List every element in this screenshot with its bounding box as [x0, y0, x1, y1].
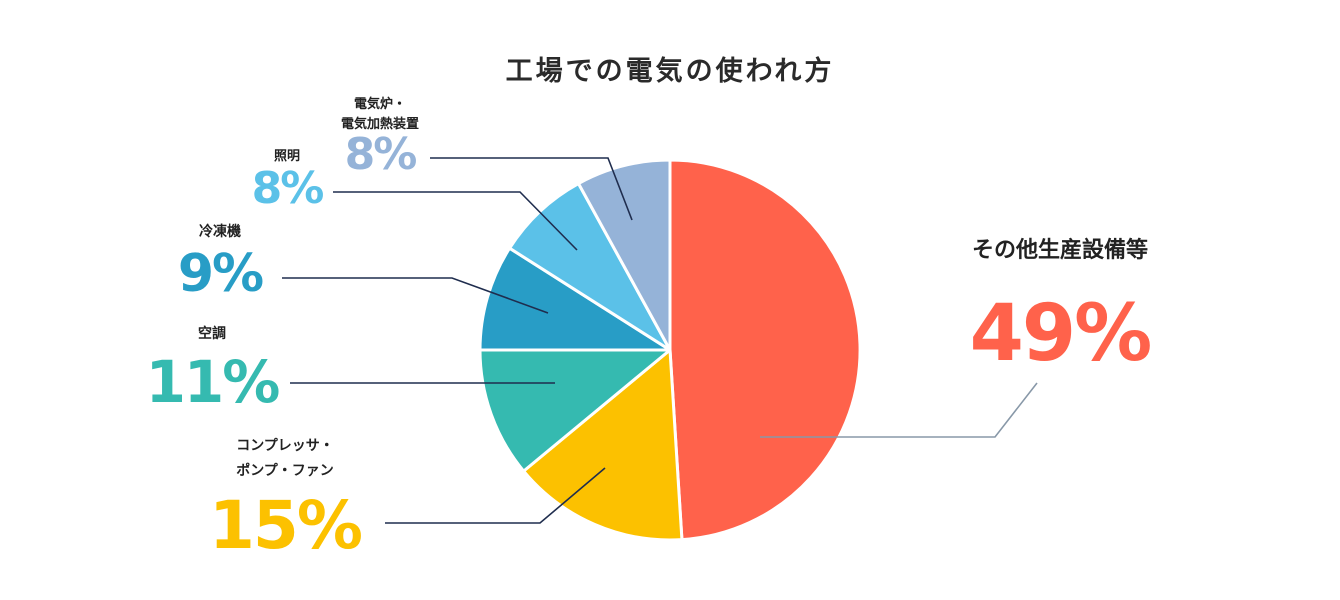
- pie-slice-0: [668, 158, 862, 542]
- slice-label-4: 照明: [274, 149, 300, 164]
- pie-slice-3: [478, 246, 672, 352]
- slice-value-5: 8%: [345, 129, 417, 180]
- slice-value-1: 15%: [209, 487, 362, 564]
- leader-line-5: [430, 157, 633, 221]
- leader-line-1: [385, 467, 606, 524]
- slice-labels: その他生産設備等 49% コンプレッサ・ポンプ・ファン 15% 空調 11% 冷凍機 9% 照明…: [146, 96, 1153, 564]
- slice-label-5: 電気炉・電気加熱装置: [341, 96, 419, 132]
- slice-label-1: コンプレッサ・ポンプ・ファン: [236, 438, 334, 479]
- pie-slice-1: [522, 348, 684, 542]
- leader-lines: [282, 157, 1038, 524]
- slice-value-3: 9%: [178, 244, 263, 304]
- slice-value-0: 49%: [970, 289, 1151, 379]
- leader-line-0: [760, 382, 1038, 438]
- pie-slice-5: [576, 158, 672, 352]
- slice-value-4: 8%: [252, 163, 324, 214]
- slice-label-3: 冷凍機: [199, 223, 241, 240]
- slice-value-2: 11%: [146, 348, 280, 416]
- leader-line-3: [282, 277, 549, 314]
- chart-title: 工場での電気の使われ方: [506, 55, 835, 87]
- pie-slice-2: [478, 348, 672, 473]
- pie-slices: [478, 158, 862, 542]
- slice-label-2: 空調: [198, 325, 226, 342]
- slice-label-0: その他生産設備等: [972, 237, 1148, 263]
- leader-line-4: [333, 191, 578, 251]
